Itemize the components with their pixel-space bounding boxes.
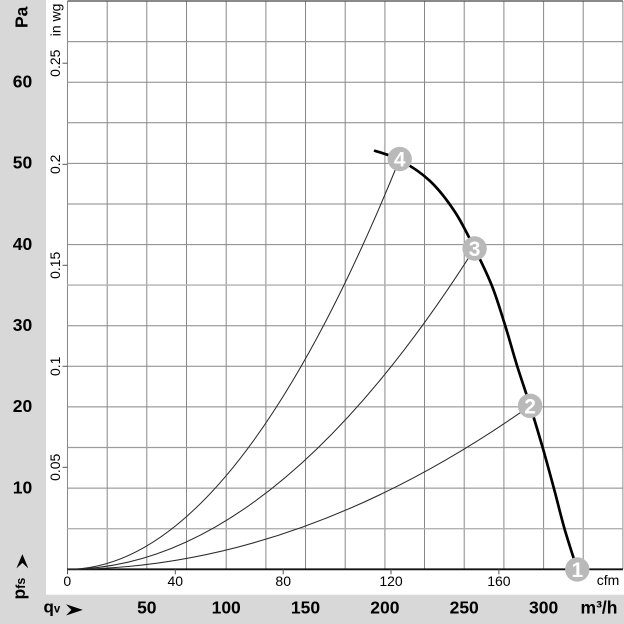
svg-text:cfm: cfm <box>597 572 620 588</box>
svg-text:150: 150 <box>291 598 320 618</box>
svg-text:in wg: in wg <box>48 4 64 37</box>
svg-text:4: 4 <box>394 149 406 172</box>
svg-text:0.2: 0.2 <box>47 154 63 174</box>
svg-text:60: 60 <box>13 71 33 91</box>
svg-text:50: 50 <box>137 598 157 618</box>
svg-text:0.15: 0.15 <box>47 251 63 278</box>
svg-text:20: 20 <box>13 396 33 416</box>
svg-text:Pa: Pa <box>12 6 32 28</box>
svg-text:40: 40 <box>13 234 33 254</box>
svg-text:0.1: 0.1 <box>47 356 63 376</box>
svg-text:50: 50 <box>13 153 33 173</box>
svg-text:200: 200 <box>370 598 399 618</box>
svg-text:m³/h: m³/h <box>581 598 618 618</box>
svg-text:120: 120 <box>379 573 403 589</box>
svg-text:0.05: 0.05 <box>47 453 63 480</box>
svg-text:0.25: 0.25 <box>47 49 63 76</box>
svg-text:250: 250 <box>450 598 479 618</box>
svg-text:pfs: pfs <box>9 578 29 600</box>
svg-text:2: 2 <box>524 395 536 418</box>
svg-text:0: 0 <box>63 573 71 589</box>
svg-text:30: 30 <box>13 315 33 335</box>
svg-text:80: 80 <box>275 573 291 589</box>
svg-text:300: 300 <box>529 598 558 618</box>
svg-text:100: 100 <box>212 598 241 618</box>
svg-text:40: 40 <box>168 573 184 589</box>
svg-text:160: 160 <box>487 573 511 589</box>
svg-text:10: 10 <box>13 477 33 497</box>
svg-text:3: 3 <box>469 238 481 261</box>
svg-text:1: 1 <box>571 559 583 582</box>
